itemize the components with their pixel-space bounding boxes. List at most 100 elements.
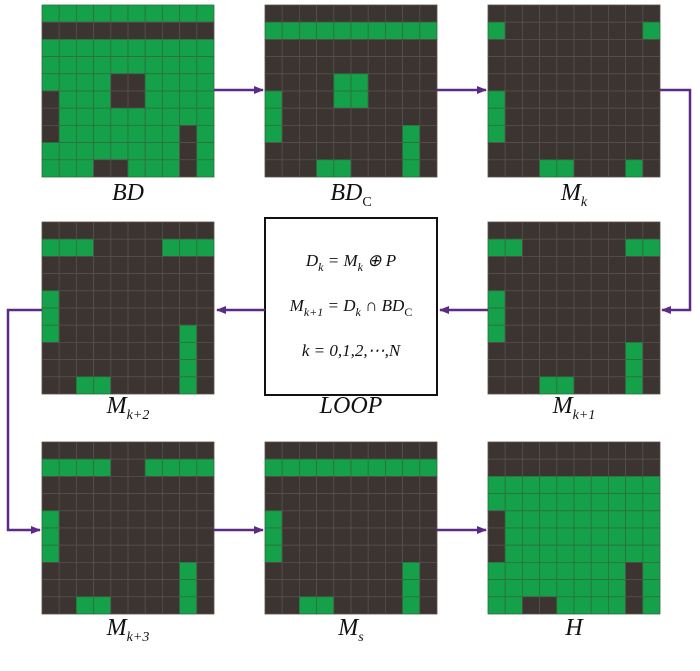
green-cell: [93, 90, 112, 109]
dark-cell: [196, 510, 215, 529]
dark-cell: [367, 510, 386, 529]
green-cell: [41, 159, 60, 178]
green-cell: [144, 56, 163, 75]
dark-cell: [281, 475, 300, 494]
green-cell: [539, 562, 558, 581]
green-cell: [642, 21, 661, 40]
dark-cell: [144, 527, 163, 546]
dark-cell: [625, 125, 644, 144]
green-cell: [58, 90, 77, 109]
dark-cell: [76, 579, 95, 598]
dark-cell: [76, 273, 95, 292]
dark-cell: [144, 307, 163, 326]
dark-cell: [504, 4, 523, 23]
green-cell: [281, 21, 300, 40]
dark-cell: [608, 341, 627, 360]
dark-cell: [127, 290, 146, 309]
dark-cell: [384, 142, 403, 161]
dark-cell: [58, 562, 77, 581]
dark-cell: [590, 273, 609, 292]
panel-label: BD: [112, 180, 144, 206]
dark-cell: [281, 544, 300, 563]
dark-cell: [556, 221, 575, 240]
dark-cell: [110, 307, 129, 326]
green-cell: [110, 142, 129, 161]
dark-cell: [487, 56, 506, 75]
green-cell: [556, 475, 575, 494]
dark-cell: [110, 475, 129, 494]
dark-cell: [419, 90, 438, 109]
dark-cell: [110, 73, 129, 92]
dark-cell: [642, 39, 661, 58]
dark-cell: [539, 307, 558, 326]
green-cell: [161, 73, 180, 92]
dark-cell: [487, 341, 506, 360]
green-cell: [127, 56, 146, 75]
dark-cell: [316, 39, 335, 58]
green-cell: [179, 238, 198, 257]
dark-cell: [298, 562, 317, 581]
green-cell: [93, 142, 112, 161]
dark-cell: [625, 142, 644, 161]
green-cell: [625, 341, 644, 360]
green-cell: [196, 39, 215, 58]
dark-cell: [384, 596, 403, 615]
green-cell: [179, 596, 198, 615]
dark-cell: [367, 544, 386, 563]
dark-cell: [298, 159, 317, 178]
dark-cell: [161, 376, 180, 395]
dark-cell: [281, 510, 300, 529]
dark-cell: [58, 21, 77, 40]
green-cell: [264, 90, 283, 109]
dark-cell: [590, 376, 609, 395]
dark-cell: [419, 4, 438, 23]
dark-cell: [419, 159, 438, 178]
dark-cell: [316, 527, 335, 546]
dark-cell: [504, 290, 523, 309]
green-cell: [264, 107, 283, 126]
dark-cell: [179, 307, 198, 326]
dark-cell: [590, 107, 609, 126]
green-cell: [161, 142, 180, 161]
green-cell: [58, 142, 77, 161]
text-base: M: [106, 393, 129, 419]
dark-cell: [384, 4, 403, 23]
dark-cell: [161, 255, 180, 274]
dark-cell: [350, 142, 369, 161]
dark-cell: [367, 107, 386, 126]
dark-cell: [264, 56, 283, 75]
dark-cell: [419, 73, 438, 92]
loop-box: [264, 217, 438, 396]
dark-cell: [196, 493, 215, 512]
dark-cell: [58, 527, 77, 546]
dark-cell: [93, 579, 112, 598]
dark-cell: [144, 510, 163, 529]
dark-cell: [281, 493, 300, 512]
green-cell: [41, 544, 60, 563]
green-cell: [41, 39, 60, 58]
dark-cell: [642, 221, 661, 240]
dark-cell: [504, 324, 523, 343]
dark-cell: [539, 125, 558, 144]
dark-cell: [58, 359, 77, 378]
dark-cell: [367, 56, 386, 75]
green-cell: [642, 596, 661, 615]
green-cell: [58, 107, 77, 126]
dark-cell: [402, 39, 421, 58]
green-cell: [487, 493, 506, 512]
dark-cell: [110, 596, 129, 615]
dark-cell: [419, 579, 438, 598]
dark-cell: [58, 307, 77, 326]
dark-cell: [144, 341, 163, 360]
dark-cell: [573, 159, 592, 178]
dark-cell: [539, 107, 558, 126]
dark-cell: [367, 4, 386, 23]
dark-cell: [367, 90, 386, 109]
dark-cell: [556, 324, 575, 343]
green-cell: [539, 376, 558, 395]
dark-cell: [41, 579, 60, 598]
eq-base: ∩: [361, 296, 382, 315]
green-cell: [264, 125, 283, 144]
dark-cell: [298, 441, 317, 460]
green-cell: [573, 493, 592, 512]
